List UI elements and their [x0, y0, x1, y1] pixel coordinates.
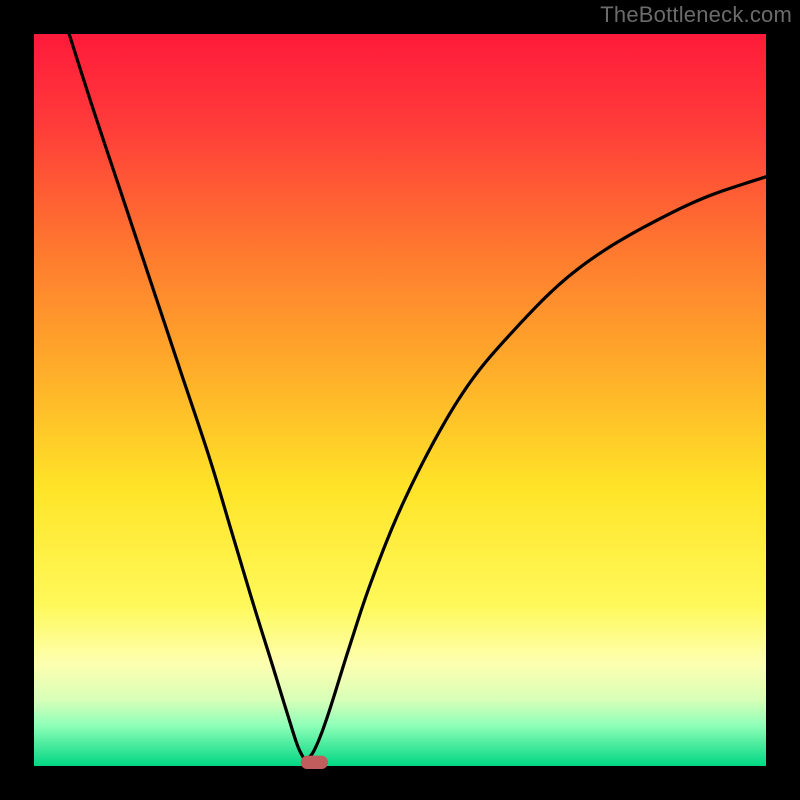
plot-background: [34, 34, 766, 766]
bottleneck-curve-chart: [0, 0, 800, 800]
minimum-marker: [301, 756, 327, 768]
watermark-text: TheBottleneck.com: [600, 2, 792, 28]
chart-svg: [0, 0, 800, 800]
